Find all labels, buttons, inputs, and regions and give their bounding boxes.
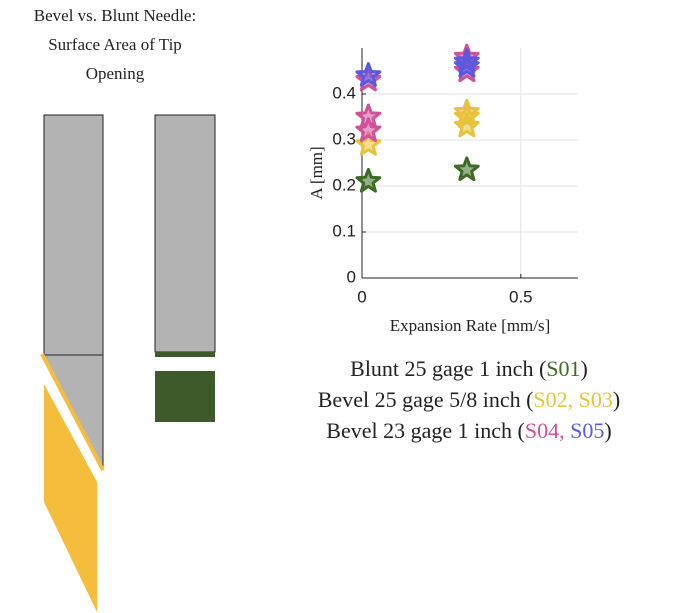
legend-line: Bevel 23 gage 1 inch (S04, S05) (326, 418, 611, 443)
legend-text: Blunt 25 gage 1 inch ( (350, 356, 546, 381)
bevel-needle (42, 115, 103, 612)
legend-line: Blunt 25 gage 1 inch (S01) (350, 356, 588, 381)
y-tick-label: 0.2 (332, 175, 356, 194)
blunt-needle (155, 115, 215, 422)
y-axis-label: A [mm] (307, 146, 326, 199)
figure: Bevel vs. Blunt Needle: Surface Area of … (0, 0, 675, 613)
legend-text: ) (604, 418, 611, 443)
figure-title: Opening (86, 64, 145, 83)
legend-text: ) (581, 356, 588, 381)
legend-text: ) (613, 387, 620, 412)
legend-text: S01 (546, 356, 580, 381)
y-tick-label: 0.3 (332, 129, 356, 148)
x-tick-label: 0 (357, 287, 366, 306)
y-tick-label: 0 (347, 267, 356, 286)
figure-title: Bevel vs. Blunt Needle: (34, 6, 196, 25)
x-axis-label: Expansion Rate [mm/s] (390, 316, 551, 335)
legend-text: S04, (525, 418, 565, 443)
figure-title: Surface Area of Tip (48, 35, 182, 54)
legend-line: Bevel 25 gage 5/8 inch (S02, S03) (318, 387, 620, 412)
y-tick-label: 0.1 (332, 221, 356, 240)
x-tick-label: 0.5 (509, 287, 533, 306)
legend-text: Bevel 23 gage 1 inch ( (326, 418, 525, 443)
y-tick-label: 0.4 (332, 83, 356, 102)
legend-text: Bevel 25 gage 5/8 inch ( (318, 387, 534, 412)
legend-text: S02, S03 (533, 387, 612, 412)
legend-text: S05 (570, 418, 604, 443)
legend: Blunt 25 gage 1 inch (S01)Bevel 25 gage … (318, 356, 620, 443)
